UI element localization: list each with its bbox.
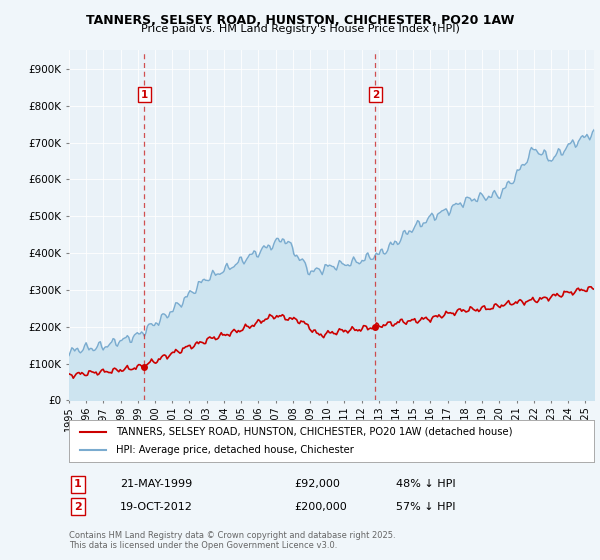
Text: TANNERS, SELSEY ROAD, HUNSTON, CHICHESTER, PO20 1AW: TANNERS, SELSEY ROAD, HUNSTON, CHICHESTE… [86,14,514,27]
Text: 57% ↓ HPI: 57% ↓ HPI [396,502,455,512]
Text: HPI: Average price, detached house, Chichester: HPI: Average price, detached house, Chic… [116,445,354,455]
Text: £92,000: £92,000 [294,479,340,489]
Text: 21-MAY-1999: 21-MAY-1999 [120,479,192,489]
Text: Contains HM Land Registry data © Crown copyright and database right 2025.
This d: Contains HM Land Registry data © Crown c… [69,530,395,550]
Text: 19-OCT-2012: 19-OCT-2012 [120,502,193,512]
Text: 2: 2 [372,90,379,100]
Text: £200,000: £200,000 [294,502,347,512]
Text: Price paid vs. HM Land Registry's House Price Index (HPI): Price paid vs. HM Land Registry's House … [140,24,460,34]
Text: 48% ↓ HPI: 48% ↓ HPI [396,479,455,489]
Text: TANNERS, SELSEY ROAD, HUNSTON, CHICHESTER, PO20 1AW (detached house): TANNERS, SELSEY ROAD, HUNSTON, CHICHESTE… [116,427,513,437]
Text: 1: 1 [74,479,82,489]
Text: 1: 1 [141,90,148,100]
Text: 2: 2 [74,502,82,512]
